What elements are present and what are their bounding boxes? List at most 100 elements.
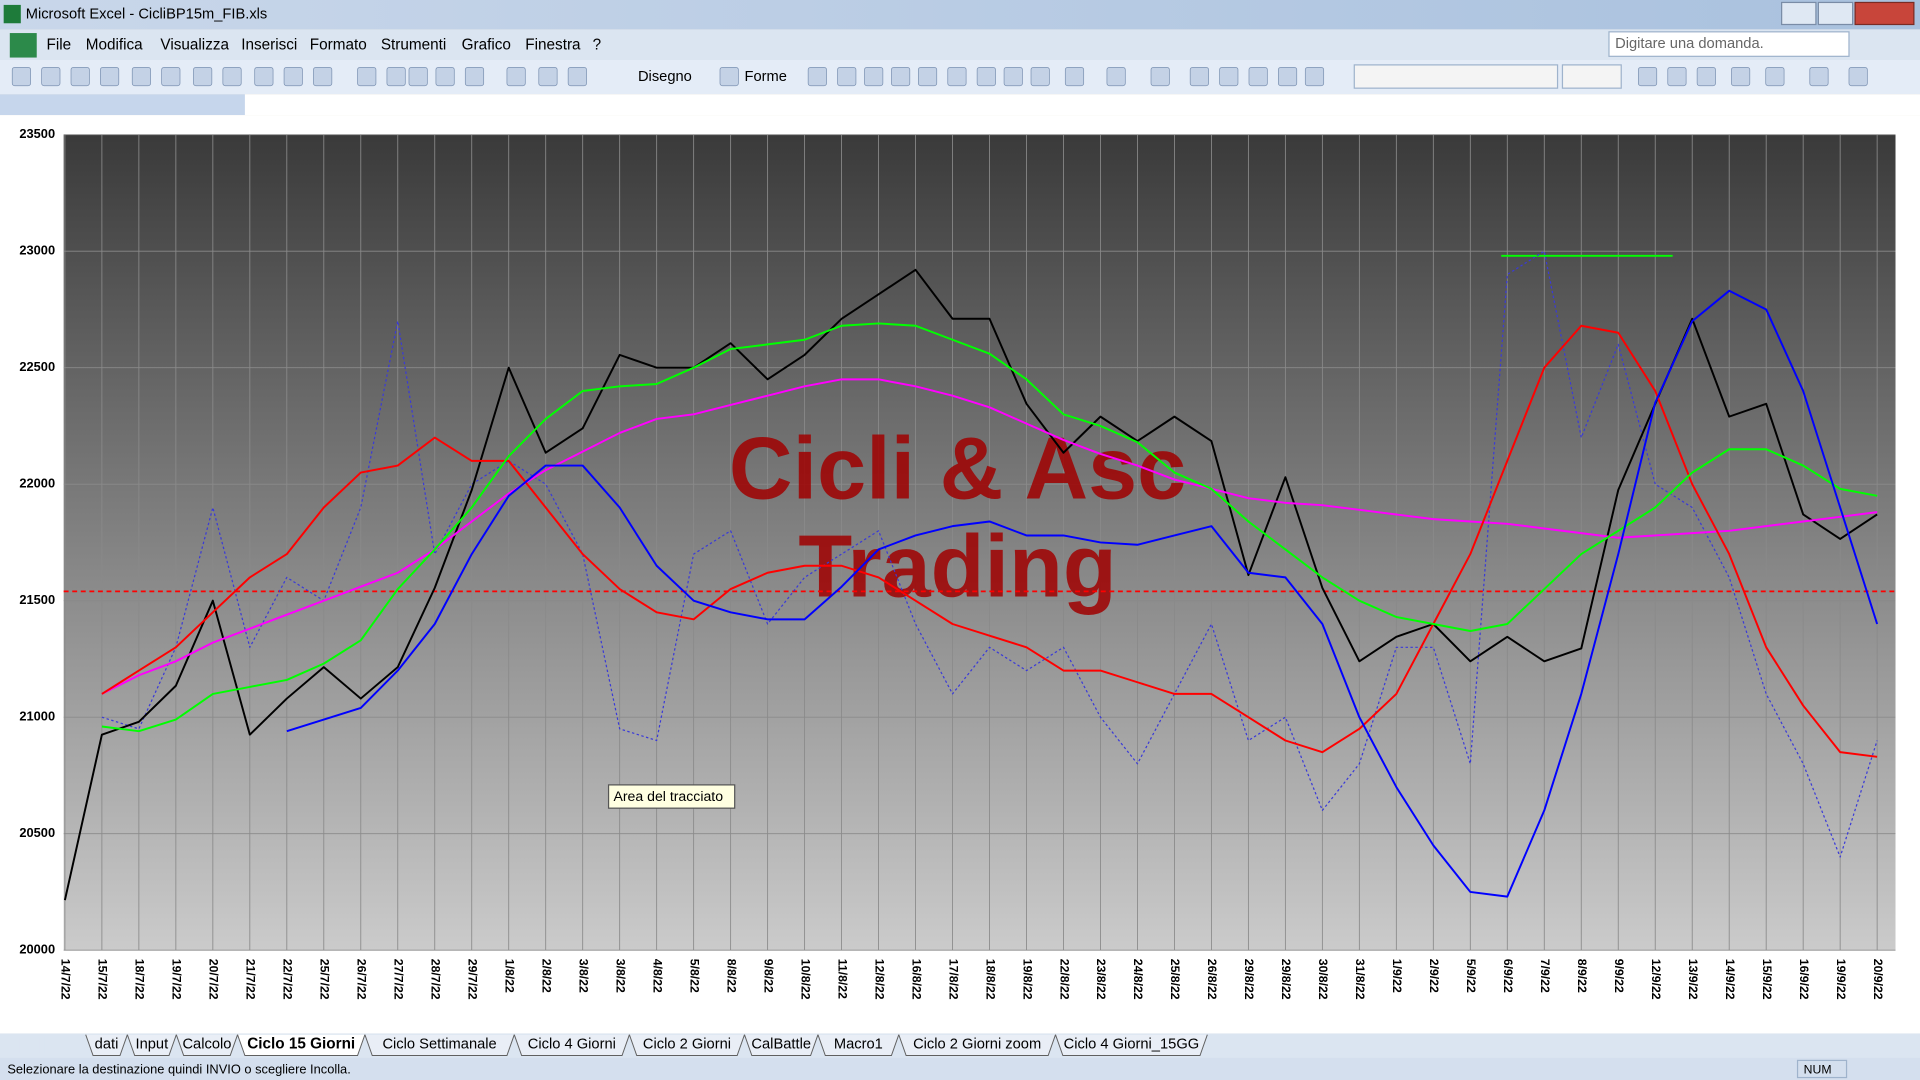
sheet-tab[interactable]: [85, 1034, 128, 1056]
toolbar-icon[interactable]: [1638, 66, 1658, 87]
x-tick-label: 8/9/22: [1575, 959, 1589, 993]
toolbar-icon[interactable]: [807, 66, 827, 87]
toolbar-icon[interactable]: [1848, 66, 1868, 87]
sheet-tab[interactable]: [175, 1034, 239, 1056]
minimize-button[interactable]: [1781, 1, 1817, 26]
close-button[interactable]: [1854, 1, 1915, 26]
tooltip: Area del tracciato: [613, 788, 723, 804]
toolbar-icon[interactable]: [161, 66, 181, 87]
toolbar-icon[interactable]: [131, 66, 151, 87]
toolbar-icon[interactable]: [1731, 66, 1751, 87]
sheet-tab-label[interactable]: Calcolo: [182, 1036, 231, 1052]
sheet-tab-label[interactable]: Macro1: [834, 1036, 883, 1052]
toolbar-icon[interactable]: [193, 66, 213, 87]
num-indicator-box: [1796, 1059, 1848, 1079]
tab-scroll-button[interactable]: [4, 1037, 20, 1054]
menu-item[interactable]: ?: [593, 36, 602, 53]
toolbar-icon[interactable]: [1278, 66, 1298, 87]
toolbar-icon[interactable]: [1667, 66, 1687, 87]
x-tick-label: 4/8/22: [650, 959, 664, 993]
toolbar-icon[interactable]: [1219, 66, 1239, 87]
toolbar-icon[interactable]: [435, 66, 455, 87]
sheet-tab-label[interactable]: Ciclo 4 Giorni_15GG: [1064, 1036, 1200, 1052]
drawing-button[interactable]: Disegno: [638, 69, 692, 85]
menu-item[interactable]: Inserisci: [241, 36, 297, 53]
help-box[interactable]: [1608, 31, 1850, 57]
toolbar-icon[interactable]: [1064, 66, 1085, 87]
menu-item[interactable]: Strumenti: [381, 36, 446, 53]
sheet-tab[interactable]: [513, 1034, 630, 1056]
toolbar-icon[interactable]: [313, 66, 333, 87]
toolbar-icon[interactable]: [100, 66, 120, 87]
sheet-tab-label[interactable]: Ciclo 2 Giorni zoom: [913, 1036, 1041, 1052]
toolbar-icon[interactable]: [947, 66, 967, 87]
toolbar-icon[interactable]: [918, 66, 938, 87]
menu-item[interactable]: Modifica: [86, 36, 143, 53]
x-tick-label: 16/9/22: [1797, 959, 1811, 1000]
font-box[interactable]: [1353, 64, 1559, 89]
x-tick-label: 7/9/22: [1538, 959, 1552, 993]
toolbar-icon[interactable]: [11, 66, 31, 87]
menu-item[interactable]: File: [47, 36, 72, 53]
x-tick-label: 25/8/22: [1168, 959, 1182, 1000]
toolbar-icon[interactable]: [386, 66, 406, 87]
menu-item[interactable]: Formato: [310, 36, 367, 53]
toolbar-icon[interactable]: [1150, 66, 1170, 87]
toolbar-icon[interactable]: [41, 66, 61, 87]
status-bar: [0, 1057, 1920, 1080]
sheet-tab-label[interactable]: CalBattle: [751, 1036, 811, 1052]
toolbar-icon[interactable]: [408, 66, 428, 87]
toolbar-icon[interactable]: [1248, 66, 1268, 87]
maximize-button[interactable]: [1817, 1, 1854, 26]
name-box[interactable]: [0, 94, 245, 116]
toolbar-icon[interactable]: [837, 66, 857, 87]
window-title: Microsoft Excel - CicliBP15m_FIB.xls: [26, 7, 268, 23]
toolbar-icon[interactable]: [1189, 66, 1209, 87]
sheet-tab-label[interactable]: Ciclo Settimanale: [382, 1036, 496, 1052]
sheet-tab-label[interactable]: Ciclo 2 Giorni: [643, 1036, 731, 1052]
toolbar-icon[interactable]: [1304, 66, 1325, 87]
toolbar-icon[interactable]: [254, 66, 274, 87]
x-tick-label: 9/9/22: [1612, 959, 1626, 993]
toolbar-icon[interactable]: [1696, 66, 1716, 87]
menu-item[interactable]: Visualizza: [160, 36, 229, 53]
sheet-tab[interactable]: [628, 1034, 745, 1056]
sheet-tab-label[interactable]: dati: [95, 1036, 119, 1052]
sheet-tab[interactable]: [898, 1034, 1056, 1056]
menu-bar: [0, 29, 1920, 60]
toolbar-icon[interactable]: [1030, 66, 1050, 87]
toolbar-icon[interactable]: [70, 66, 90, 87]
toolbar-icon[interactable]: [538, 66, 558, 87]
size-box[interactable]: [1561, 64, 1622, 89]
toolbar-icon[interactable]: [864, 66, 884, 87]
sheet-tab[interactable]: [817, 1034, 900, 1056]
toolbar-icon[interactable]: [1003, 66, 1023, 87]
toolbar-icon[interactable]: [719, 66, 739, 87]
shapes-button[interactable]: Forme: [744, 69, 786, 85]
sheet-tab[interactable]: [237, 1034, 366, 1056]
sheet-tab-label[interactable]: Ciclo 4 Giorni: [528, 1036, 616, 1052]
toolbar-icon[interactable]: [891, 66, 911, 87]
toolbar-icon[interactable]: [357, 66, 377, 87]
sheet-tab[interactable]: [364, 1034, 515, 1056]
sheet-tab-label[interactable]: Input: [136, 1036, 169, 1052]
toolbar-icon[interactable]: [1765, 66, 1785, 87]
tab-scroll-button[interactable]: [44, 1037, 59, 1054]
sheet-tab[interactable]: [744, 1034, 819, 1056]
sheet-tab[interactable]: [126, 1034, 177, 1056]
menu-item[interactable]: Grafico: [462, 36, 511, 53]
toolbar-icon[interactable]: [283, 66, 303, 87]
toolbar-icon[interactable]: [506, 66, 526, 87]
y-tick-label: 23000: [19, 243, 55, 258]
toolbar-icon[interactable]: [1106, 66, 1126, 87]
toolbar-icon[interactable]: [1809, 66, 1829, 87]
sheet-tab-label[interactable]: Ciclo 15 Giorni: [247, 1036, 355, 1053]
sheet-tab[interactable]: [1055, 1034, 1208, 1056]
tab-scroll-button[interactable]: [24, 1037, 40, 1054]
toolbar-icon[interactable]: [567, 66, 587, 87]
toolbar-icon[interactable]: [976, 66, 996, 87]
toolbar-icon[interactable]: [222, 66, 242, 87]
tab-scroll-button[interactable]: [63, 1037, 79, 1054]
menu-item[interactable]: Finestra: [525, 36, 581, 53]
toolbar-icon[interactable]: [464, 66, 485, 87]
